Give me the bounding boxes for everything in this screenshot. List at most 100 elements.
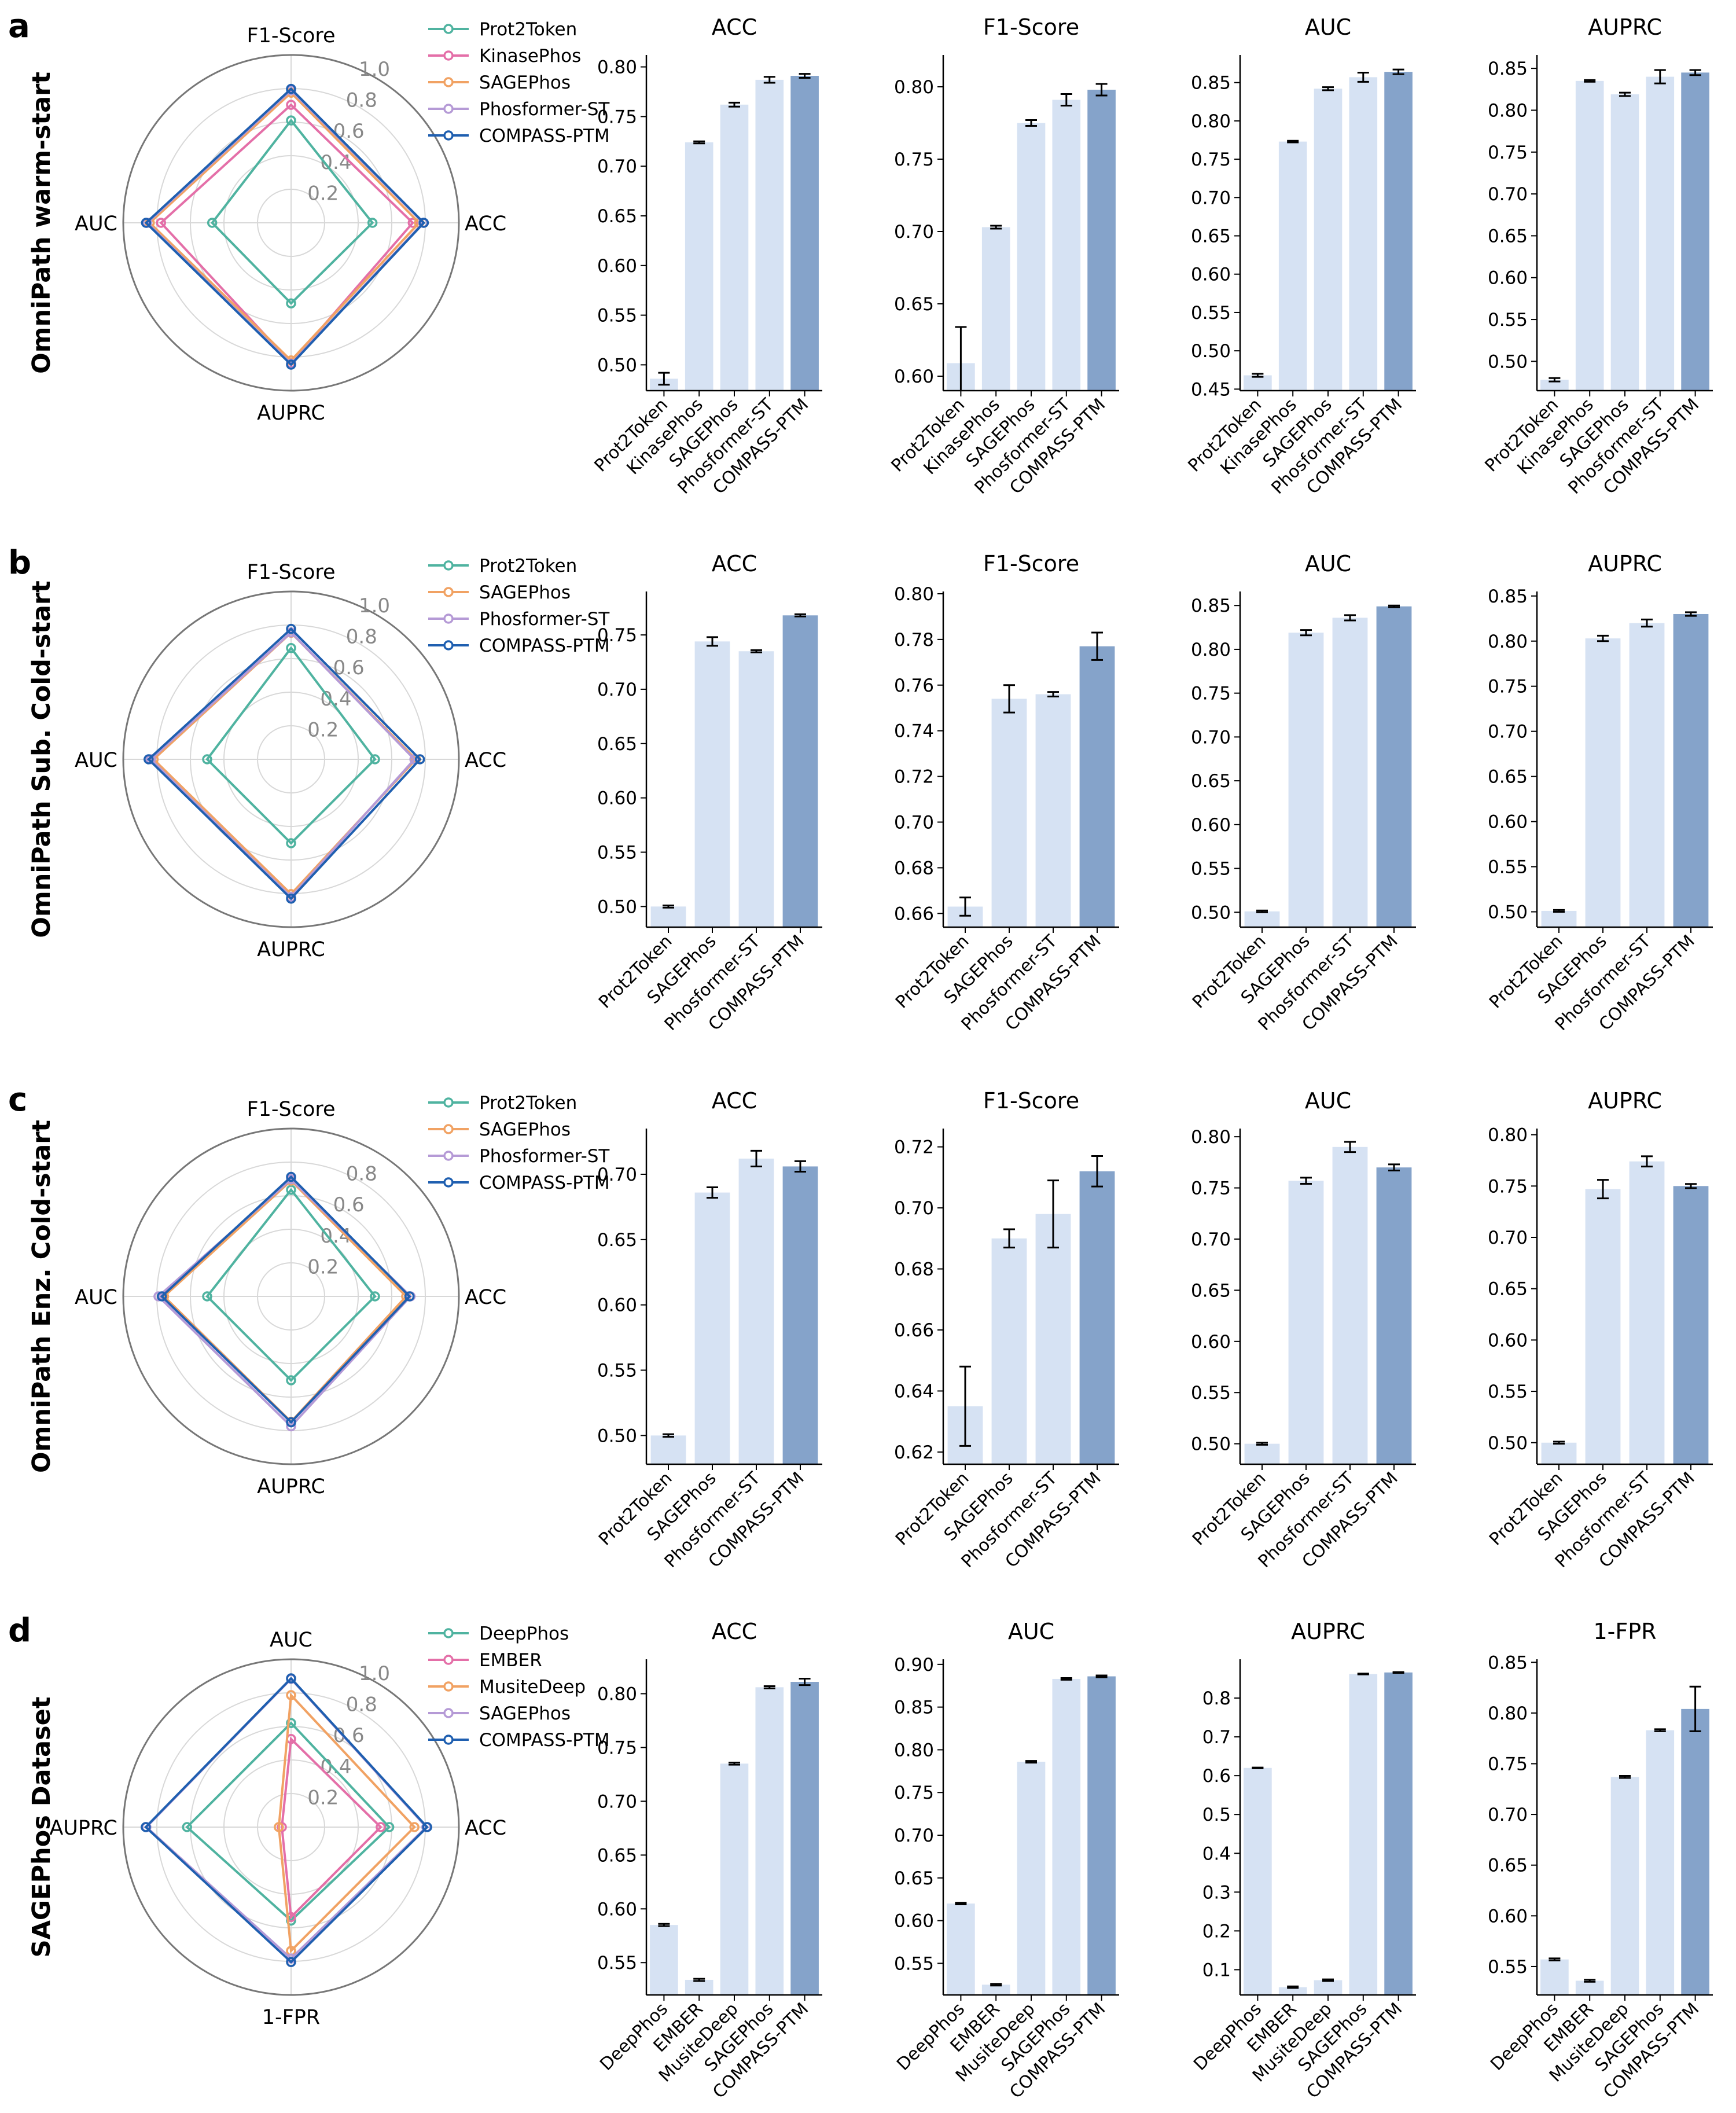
y-tick-label: 0.75 bbox=[597, 625, 637, 646]
radar-rtick-label: 0.2 bbox=[307, 718, 339, 741]
y-tick-label: 0.65 bbox=[1488, 1279, 1528, 1300]
y-tick-label: 0.60 bbox=[1488, 1906, 1528, 1927]
bar-chart-acc: ACCProt2TokenSAGEPhosPhosformer-STCOMPAS… bbox=[595, 551, 822, 1035]
bar-chart-title: AUPRC bbox=[1588, 1088, 1662, 1114]
legend-swatch-marker bbox=[443, 1097, 454, 1108]
legend: DeepPhos EMBER MusiteDeep SAGEPhos COMPASS-P… bbox=[428, 1623, 610, 1751]
y-tick-label: 0.70 bbox=[894, 222, 934, 242]
radar-series-marker bbox=[286, 1718, 296, 1728]
y-tick-label: 0.75 bbox=[1488, 1176, 1528, 1197]
radar-series-prot2token bbox=[202, 642, 380, 848]
bar-plot-area bbox=[1541, 1155, 1709, 1464]
y-tick-label: 0.76 bbox=[894, 675, 934, 696]
bar bbox=[1541, 1442, 1577, 1464]
y-tick-label: 0.3 bbox=[1202, 1882, 1231, 1903]
y-tick-label: 0.55 bbox=[597, 306, 637, 326]
bar bbox=[1087, 90, 1116, 391]
y-tick-label: 0.70 bbox=[894, 1198, 934, 1219]
legend-label: DeepPhos bbox=[479, 1623, 569, 1644]
y-tick-label: 0.68 bbox=[894, 1259, 934, 1280]
legend-label: COMPASS-PTM bbox=[479, 1173, 610, 1193]
bar bbox=[1332, 1146, 1368, 1464]
radar-series-marker bbox=[286, 298, 296, 308]
legend-entry: SAGEPhos bbox=[428, 72, 571, 93]
radar-series-kinasephos bbox=[156, 100, 418, 368]
radar-axis-label: AUC bbox=[75, 749, 117, 772]
legend: Prot2Token SAGEPhos Phosformer-ST COMPASS-P… bbox=[428, 556, 610, 656]
legend-swatch-marker bbox=[443, 24, 454, 34]
row-label: OmniPath Enz. Cold-start bbox=[27, 1120, 56, 1473]
radar-series-marker bbox=[156, 218, 166, 228]
y-tick-label: 0.68 bbox=[894, 858, 934, 879]
legend-label: SAGEPhos bbox=[479, 582, 571, 603]
bar bbox=[1052, 1678, 1081, 1995]
bar bbox=[650, 1435, 686, 1464]
bar bbox=[1575, 80, 1604, 391]
bar-chart-f1-score: F1-ScoreProt2TokenSAGEPhosPhosformer-STC… bbox=[892, 1088, 1119, 1572]
legend-label: Prot2Token bbox=[479, 556, 577, 576]
y-tick-label: 0.70 bbox=[1191, 727, 1231, 748]
y-tick-label: 0.50 bbox=[597, 896, 637, 917]
y-tick-label: 0.70 bbox=[1488, 722, 1528, 743]
bar-chart-title: AUPRC bbox=[1291, 1619, 1365, 1644]
radar-axis-label: AUC bbox=[75, 212, 117, 236]
y-tick-label: 0.85 bbox=[1488, 58, 1528, 79]
bar bbox=[1288, 1181, 1324, 1464]
legend-label: COMPASS-PTM bbox=[479, 1730, 610, 1751]
legend-swatch-marker bbox=[443, 560, 454, 571]
y-tick-label: 0.50 bbox=[1191, 902, 1231, 923]
bar bbox=[1079, 1171, 1115, 1464]
y-tick-label: 0.55 bbox=[894, 1953, 934, 1974]
y-tick-label: 0.70 bbox=[597, 1164, 637, 1185]
radar-series-line bbox=[205, 1188, 377, 1382]
radar-series-marker bbox=[414, 754, 425, 765]
bar bbox=[1681, 1708, 1709, 1995]
bar bbox=[685, 1979, 713, 1995]
bar bbox=[1314, 1980, 1343, 1995]
y-tick-label: 0.70 bbox=[1488, 184, 1528, 205]
radar-series-marker bbox=[286, 893, 296, 904]
radar-outer-ring bbox=[122, 590, 460, 928]
radar-series-marker bbox=[286, 1185, 296, 1195]
legend-entry: DeepPhos bbox=[428, 1623, 569, 1644]
bar-chart-auprc: AUPRCProt2TokenSAGEPhosPhosformer-STCOMP… bbox=[1485, 1088, 1713, 1572]
legend-entry: COMPASS-PTM bbox=[428, 1730, 610, 1751]
y-tick-label: 0.65 bbox=[1191, 226, 1231, 247]
y-tick-label: 0.50 bbox=[1191, 1434, 1231, 1455]
bar-plot-area bbox=[947, 1674, 1116, 1995]
y-tick-label: 0.74 bbox=[894, 721, 934, 742]
legend-entry: COMPASS-PTM bbox=[428, 1173, 610, 1193]
bar-chart-title: AUPRC bbox=[1588, 551, 1662, 576]
radar-series-marker bbox=[422, 1822, 432, 1832]
y-tick-label: 0.70 bbox=[597, 156, 637, 177]
legend-swatch-marker bbox=[443, 613, 454, 624]
bar-chart-title: AUC bbox=[1305, 551, 1351, 576]
y-tick-label: 0.55 bbox=[1191, 303, 1231, 324]
y-tick-label: 0.6 bbox=[1202, 1766, 1231, 1787]
legend-label: Phosformer-ST bbox=[479, 1146, 610, 1167]
legend-label: MusiteDeep bbox=[479, 1677, 586, 1697]
radar-series-marker bbox=[202, 1291, 212, 1302]
radar-rtick-label: 0.8 bbox=[346, 89, 377, 112]
legend-entry: Prot2Token bbox=[428, 556, 577, 576]
radar-axis-label: 1-FPR bbox=[262, 2006, 320, 2029]
row-label: OmniPath warm-start bbox=[27, 72, 56, 374]
bar bbox=[1288, 633, 1324, 927]
radar-series-marker bbox=[141, 218, 152, 228]
bar-plot-area bbox=[947, 1155, 1115, 1464]
legend-entry: Phosformer-ST bbox=[428, 1146, 610, 1167]
legend-swatch-marker bbox=[443, 1628, 454, 1638]
y-tick-label: 0.85 bbox=[894, 1697, 934, 1718]
bar-plot-area bbox=[650, 1149, 818, 1464]
radar-series-marker bbox=[370, 1291, 380, 1302]
radar-series-sagephos bbox=[159, 1175, 411, 1427]
legend-label: Phosformer-ST bbox=[479, 609, 610, 630]
bar bbox=[1278, 1987, 1307, 1995]
y-tick-label: 0.65 bbox=[597, 1230, 637, 1251]
bar-chart-acc: ACCProt2TokenSAGEPhosPhosformer-STCOMPAS… bbox=[595, 1088, 822, 1572]
bar-plot-area bbox=[1244, 68, 1413, 391]
y-tick-label: 0.55 bbox=[1488, 310, 1528, 330]
bar bbox=[1017, 123, 1046, 391]
